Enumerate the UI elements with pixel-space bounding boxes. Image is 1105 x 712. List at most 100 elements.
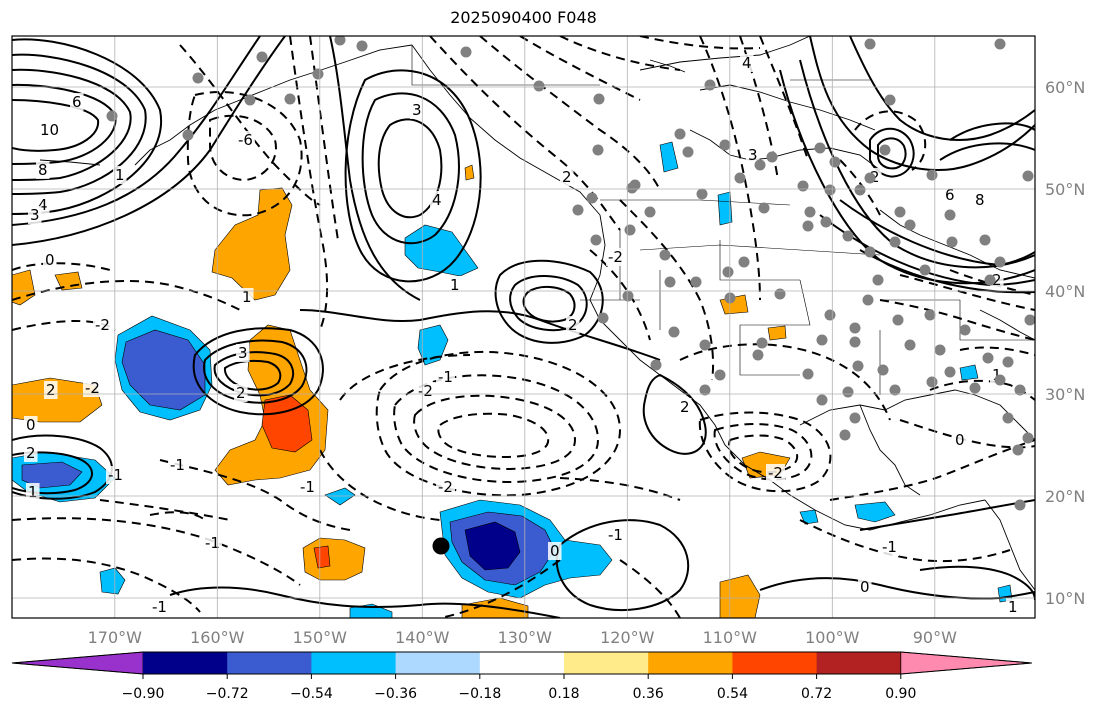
contour-label: 1 <box>450 276 460 294</box>
colorbar-tick-label: −0.54 <box>290 686 333 702</box>
colorbar-segment <box>395 652 481 674</box>
contour-label-halo <box>236 344 250 362</box>
contour-label-halo <box>990 271 1004 289</box>
contour-label-halo <box>113 166 127 184</box>
contour-label-halo <box>44 381 58 399</box>
contour-label-halo <box>410 101 424 119</box>
contour-label-halo <box>746 146 760 164</box>
contour-label: 1 <box>28 483 38 501</box>
colorbar-tick-label: −0.18 <box>458 686 501 702</box>
contour-label-halo <box>234 384 248 402</box>
contour-label: 2 <box>562 168 572 186</box>
contour-label: -6 <box>238 131 253 149</box>
contour-label: 1 <box>242 288 252 306</box>
colorbar-segment <box>564 652 649 674</box>
contour-label-halo <box>436 368 455 386</box>
contour-label-halo <box>678 398 692 416</box>
contour-label: -2 <box>418 382 433 400</box>
contour-label: 0 <box>860 578 870 596</box>
contour-label: 3 <box>238 344 248 362</box>
contour-label: -1 <box>438 368 453 386</box>
colorbar-segment <box>479 652 565 674</box>
contour-label-halo <box>566 316 580 334</box>
contour-label-halo <box>448 276 462 294</box>
contour-label: 1 <box>1008 598 1018 616</box>
lon-label: 140°W <box>395 628 450 647</box>
lon-label: 130°W <box>498 628 553 647</box>
colorbar-tick-label: 0.18 <box>548 686 579 702</box>
colorbar-segment <box>732 652 818 674</box>
contour-label-halo <box>943 186 957 204</box>
contour-label: 4 <box>38 196 48 214</box>
contour-label: 0 <box>550 542 560 560</box>
lon-label: 150°W <box>293 628 348 647</box>
contour-label: 2 <box>680 398 690 416</box>
colorbar-segment <box>227 652 312 674</box>
contour-label: 0 <box>45 251 55 269</box>
colorbar-tick-label: −0.36 <box>374 686 417 702</box>
contour-label-halo <box>83 379 102 397</box>
admin-borders <box>411 45 1035 395</box>
contour-label: 2 <box>236 384 246 402</box>
lat-label: 10°N <box>1045 589 1085 608</box>
colorbar-segment <box>648 652 733 674</box>
colorbar-segment <box>816 652 902 674</box>
contour-label: -1 <box>108 466 123 484</box>
colorbar-segment <box>143 652 228 674</box>
contour-label-halo <box>24 416 38 434</box>
contour-label: -2 <box>768 464 783 482</box>
contour-label-halo <box>606 248 625 266</box>
contour-label: -1 <box>882 538 897 556</box>
lon-label: 100°W <box>805 628 860 647</box>
contour-label-halo <box>26 483 40 501</box>
contour-label: 4 <box>742 54 752 72</box>
colorbar-tick-label: 0.90 <box>885 686 916 702</box>
contour-label: 8 <box>38 161 48 179</box>
contour-label: 10 <box>40 121 59 139</box>
map-frame <box>11 35 1036 619</box>
contour-label-halo <box>70 93 84 111</box>
contour-label: 2 <box>46 381 56 399</box>
shaded-anomalies <box>12 141 1013 618</box>
contour-label: 1 <box>992 366 1002 384</box>
contour-label: -1 <box>608 526 623 544</box>
grid-lines <box>12 36 1035 618</box>
contour-label-halo <box>973 191 987 209</box>
contour-label: 6 <box>72 93 82 111</box>
contour-label: -2 <box>438 478 453 496</box>
contour-label-halo <box>240 288 254 306</box>
contour-label-halo <box>560 168 574 186</box>
contour-label: -2 <box>95 316 110 334</box>
lat-label: 20°N <box>1045 487 1085 506</box>
contour-label-halo <box>24 444 38 462</box>
lon-label: 90°W <box>913 628 957 647</box>
contour-label-halo <box>548 542 562 560</box>
colorbar-segment <box>11 651 144 675</box>
map-title: 2025090400 F048 <box>450 8 597 27</box>
lon-label: 160°W <box>190 628 245 647</box>
contour-label: 3 <box>748 146 758 164</box>
contour-label: 2 <box>992 271 1002 289</box>
contour-label-halo <box>606 526 625 544</box>
contour-label-halo <box>436 478 455 496</box>
longitude-labels: 170°W 160°W 150°W 140°W 130°W 120°W 110°… <box>88 628 957 647</box>
contour-label: 8 <box>975 191 985 209</box>
contour-label-halo <box>858 578 872 596</box>
contour-label-halo <box>43 251 57 269</box>
lat-label: 50°N <box>1045 180 1085 199</box>
colorbar-segment <box>311 652 397 674</box>
contour-label-halo <box>298 478 317 496</box>
contour-label: 4 <box>432 191 442 209</box>
lat-label: 30°N <box>1045 385 1085 404</box>
colorbar-segment <box>900 651 1032 675</box>
latitude-labels: 60°N 50°N 40°N 30°N 20°N 10°N <box>1045 78 1085 608</box>
contour-label: 6 <box>945 186 955 204</box>
contour-label: -1 <box>170 456 185 474</box>
colorbar: −0.90 −0.72 −0.54 −0.36 −0.18 0.18 0.36 0.54 0.7… <box>11 651 1032 702</box>
contour-label-halo <box>1006 598 1020 616</box>
contour-label: -1 <box>205 534 220 552</box>
lat-label: 60°N <box>1045 78 1085 97</box>
dashed-contours <box>12 36 1035 618</box>
colorbar-tick-label: 0.36 <box>633 686 664 702</box>
